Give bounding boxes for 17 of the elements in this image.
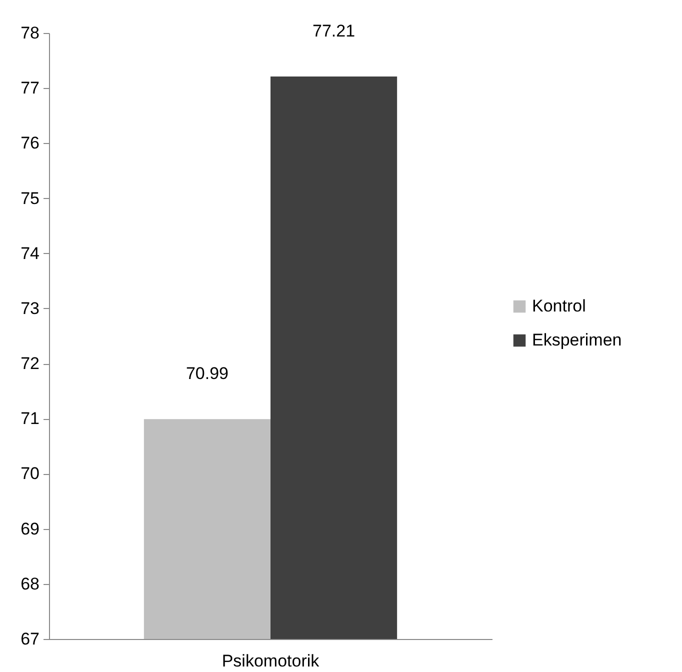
y-tick-label: 71 xyxy=(20,409,40,428)
y-tick-label: 76 xyxy=(20,134,40,153)
y-tick-label: 77 xyxy=(20,78,40,98)
y-tick-label: 73 xyxy=(20,298,40,318)
y-tick-label: 75 xyxy=(20,188,40,208)
y-tick-label: 67 xyxy=(20,630,40,648)
y-tick-label: 74 xyxy=(20,244,40,263)
y-tick-label: 70 xyxy=(20,464,40,484)
legend-label: Kontrol xyxy=(532,296,586,316)
y-tick-label: 68 xyxy=(20,574,40,594)
y-tick-label: 72 xyxy=(20,354,40,374)
y-tick-label: 69 xyxy=(20,519,40,538)
legend-label: Eksperimen xyxy=(532,330,622,350)
data-label: 77.21 xyxy=(312,22,356,41)
x-tick-label: Psikomotorik xyxy=(222,652,320,670)
y-tick-label: 78 xyxy=(20,24,40,42)
data-label: 70.99 xyxy=(186,364,228,384)
